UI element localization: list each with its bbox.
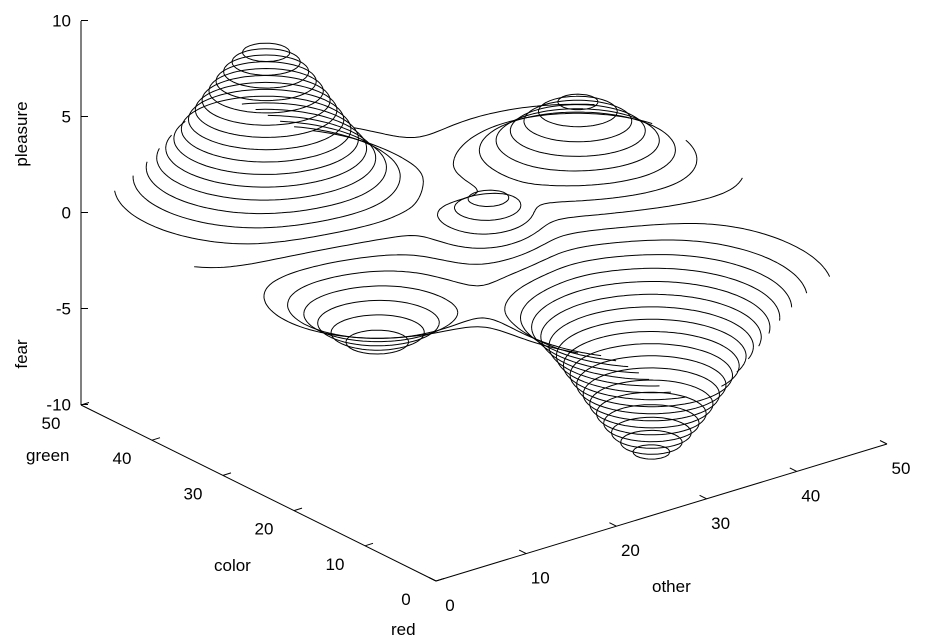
- x-ticks: 0 10 20 30 40 50: [428, 440, 911, 615]
- y-tick-label: 10: [326, 555, 345, 574]
- contour-line: [231, 48, 301, 76]
- x-axis-line: [435, 443, 888, 582]
- y-label-bottom: red: [391, 620, 416, 639]
- z-ticks: 10 5 0 -5 -10: [46, 12, 88, 415]
- contour-line: [263, 223, 831, 354]
- y-label-middle: color: [214, 556, 251, 575]
- x-tick-label: 40: [801, 486, 820, 505]
- z-label-top: pleasure: [12, 101, 31, 166]
- contour-line: [569, 343, 733, 408]
- contour-line: [620, 429, 683, 455]
- contour-line: [303, 254, 793, 362]
- contour-line: [188, 88, 345, 151]
- contour-line: [317, 267, 781, 368]
- z-label-bottom: fear: [12, 339, 31, 369]
- z-tick-label: -5: [56, 300, 71, 319]
- x-tick: [518, 549, 527, 555]
- y-tick: [151, 437, 161, 441]
- x-tick-label: 20: [621, 541, 640, 560]
- x-tick: [789, 467, 798, 472]
- y-tick-label: 30: [184, 484, 203, 503]
- contour-line: [132, 111, 676, 229]
- contour-line: [562, 331, 740, 401]
- z-tick-label: 5: [62, 108, 71, 127]
- x-tick: [699, 494, 707, 500]
- y-tick: [293, 507, 303, 512]
- contour-line: [596, 391, 707, 436]
- y-axis-line: [80, 404, 437, 582]
- y-label-top: green: [26, 446, 69, 465]
- contour-line: [194, 81, 338, 138]
- z-tick-label: 10: [52, 12, 71, 31]
- x-tick: [879, 440, 888, 445]
- contour-line: [330, 281, 771, 374]
- contour-line: [156, 104, 646, 201]
- contour-line: [194, 103, 743, 269]
- x-tick: [428, 577, 437, 582]
- contour-lines: [114, 42, 831, 460]
- contour-line: [242, 42, 291, 62]
- y-tick: [364, 542, 374, 547]
- contour-line: [582, 367, 720, 422]
- x-label: other: [652, 577, 691, 596]
- z-tick-label: -10: [46, 396, 71, 415]
- x-tick-label: 0: [445, 596, 454, 615]
- x-tick: [609, 522, 617, 527]
- y-tick: [222, 472, 232, 476]
- y-tick-label: 20: [255, 520, 274, 539]
- x-tick-label: 30: [711, 514, 730, 533]
- contour-line: [201, 75, 331, 126]
- contour-line: [548, 306, 754, 387]
- z-tick-label: 0: [62, 204, 71, 223]
- y-tick: [80, 402, 90, 406]
- x-tick-label: 10: [531, 569, 550, 588]
- y-tick-label: 0: [401, 590, 410, 609]
- contour-line: [611, 416, 692, 449]
- y-ticks: 0 10 20 30 40 50: [42, 402, 445, 609]
- y-tick-label: 40: [113, 449, 132, 468]
- x-tick-label: 50: [892, 459, 911, 478]
- y-tick-label: 50: [42, 414, 61, 433]
- contour-line: [145, 108, 660, 215]
- y-tick: [435, 578, 445, 582]
